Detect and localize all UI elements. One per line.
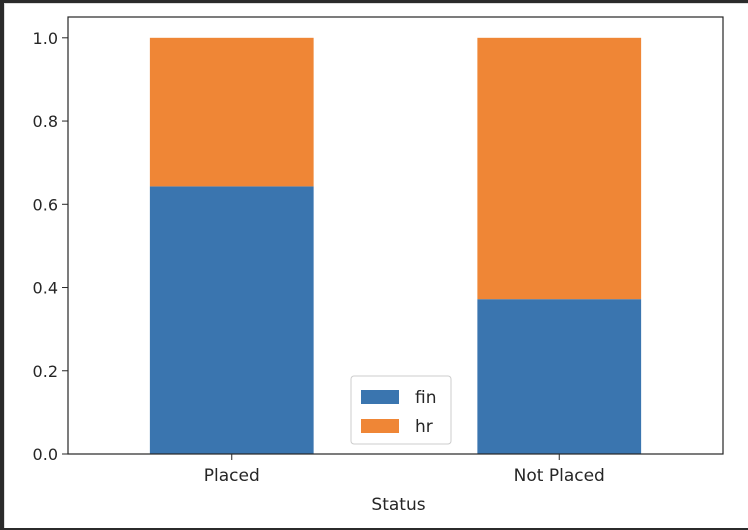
- y-axis: 0.0 0.2 0.4 0.6 0.8 1.0: [33, 29, 68, 464]
- x-axis-label: Status: [371, 495, 425, 515]
- bar-fin-1: [477, 299, 642, 454]
- x-axis: Placed Not Placed: [204, 454, 605, 486]
- chart-frame: 0.0 0.2 0.4 0.6 0.8 1.0 Placed Not Placed Stat…: [4, 3, 748, 528]
- x-tick-label: Placed: [204, 466, 260, 486]
- y-tick-label: 0.8: [33, 112, 58, 131]
- legend-swatch-hr: [361, 419, 399, 433]
- legend-swatch-fin: [361, 390, 399, 404]
- legend: fin hr: [350, 375, 452, 445]
- stacked-bar-chart: 0.0 0.2 0.4 0.6 0.8 1.0 Placed Not Placed Stat…: [33, 16, 724, 515]
- bar-hr-0: [149, 37, 314, 187]
- y-tick-label: 0.4: [33, 279, 58, 298]
- y-tick-label: 0.6: [33, 195, 58, 214]
- bar-fin-0: [149, 186, 314, 454]
- y-tick-label: 0.0: [33, 445, 58, 464]
- legend-label-hr: hr: [415, 417, 433, 437]
- plot-frame: [67, 16, 724, 455]
- bar-hr-1: [477, 37, 642, 300]
- x-tick-label: Not Placed: [514, 466, 605, 486]
- legend-box: [350, 375, 452, 445]
- y-tick-label: 0.2: [33, 362, 58, 381]
- legend-label-fin: fin: [415, 388, 436, 408]
- y-tick-label: 1.0: [33, 29, 58, 48]
- bars-group: [149, 37, 642, 454]
